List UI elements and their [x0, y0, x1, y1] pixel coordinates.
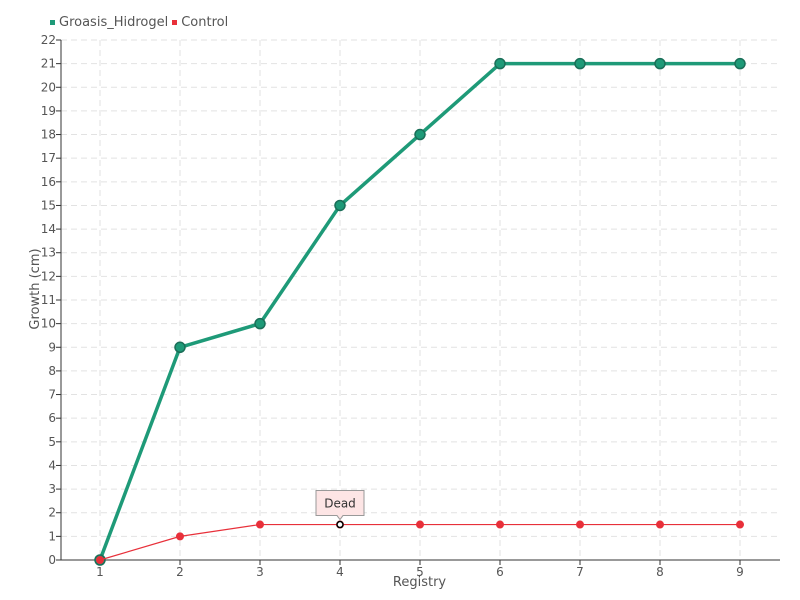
- y-tick-label-19: 19: [41, 104, 56, 118]
- legend-item-groasis[interactable]: Groasis_Hidrogel: [50, 15, 168, 30]
- y-tick-label-21: 21: [41, 57, 56, 71]
- y-tick-label-22: 22: [41, 33, 56, 47]
- x-tick-label-1: 1: [96, 565, 104, 579]
- y-tick-label-1: 1: [48, 529, 56, 543]
- x-tick-label-3: 3: [256, 565, 264, 579]
- y-tick-label-9: 9: [48, 340, 56, 354]
- legend-swatch-groasis: [50, 19, 55, 25]
- data-point-control-9[interactable]: [736, 520, 744, 529]
- y-tick-label-14: 14: [41, 222, 56, 236]
- y-tick-label-4: 4: [48, 458, 56, 472]
- y-tick-label-12: 12: [41, 269, 56, 283]
- x-axis-title: Registry: [393, 575, 447, 590]
- annotation-text: Dead: [324, 497, 356, 511]
- data-point-groasis-5[interactable]: [414, 128, 426, 141]
- data-point-control-5[interactable]: [416, 520, 424, 529]
- y-tick-label-3: 3: [48, 482, 56, 496]
- y-axis-title: Growth (cm): [28, 248, 43, 329]
- x-tick-label-4: 4: [336, 565, 344, 579]
- y-tick-label-7: 7: [48, 388, 56, 402]
- legend-label-control: Control: [181, 14, 229, 30]
- y-tick-label-20: 20: [41, 80, 56, 94]
- annotation-tooltip-box: [315, 490, 365, 521]
- data-point-control-1[interactable]: [96, 556, 104, 564]
- data-point-groasis-6[interactable]: [494, 57, 506, 70]
- data-point-groasis-8[interactable]: [654, 57, 666, 70]
- annotation-marker: [336, 520, 344, 529]
- data-point-groasis-4[interactable]: [334, 199, 346, 212]
- data-point-groasis-3[interactable]: [254, 317, 266, 330]
- x-tick-label-5: 5: [416, 565, 424, 579]
- x-tick-label-8: 8: [656, 565, 664, 579]
- y-tick-label-2: 2: [48, 506, 56, 520]
- data-point-control-3[interactable]: [256, 520, 264, 529]
- y-tick-label-13: 13: [41, 246, 56, 260]
- data-point-groasis-2[interactable]: [174, 341, 186, 354]
- data-point-groasis-9[interactable]: [734, 57, 746, 70]
- y-tick-label-11: 11: [41, 293, 56, 307]
- legend-swatch-control: [172, 19, 178, 25]
- data-point-control-6[interactable]: [496, 520, 504, 529]
- x-tick-label-9: 9: [736, 565, 744, 579]
- legend-label-groasis: Groasis_Hidrogel: [59, 14, 169, 30]
- y-tick-label-8: 8: [48, 364, 56, 378]
- y-tick-label-5: 5: [48, 435, 56, 449]
- data-point-control-2[interactable]: [176, 532, 184, 541]
- data-point-control-8[interactable]: [656, 520, 664, 529]
- y-tick-label-0: 0: [48, 553, 56, 567]
- y-tick-label-17: 17: [41, 151, 56, 165]
- legend: Groasis_Hidrogel Control: [50, 13, 232, 31]
- y-tick-label-6: 6: [48, 411, 56, 425]
- legend-item-control[interactable]: Control: [172, 15, 228, 30]
- data-point-control-7[interactable]: [576, 520, 584, 529]
- y-tick-label-16: 16: [41, 175, 56, 189]
- x-tick-label-6: 6: [496, 565, 504, 579]
- data-point-groasis-7[interactable]: [574, 57, 586, 70]
- y-tick-label-15: 15: [41, 198, 56, 212]
- x-tick-label-2: 2: [176, 565, 184, 579]
- y-tick-label-10: 10: [41, 317, 56, 331]
- x-tick-label-7: 7: [576, 565, 584, 579]
- y-tick-label-18: 18: [41, 128, 56, 142]
